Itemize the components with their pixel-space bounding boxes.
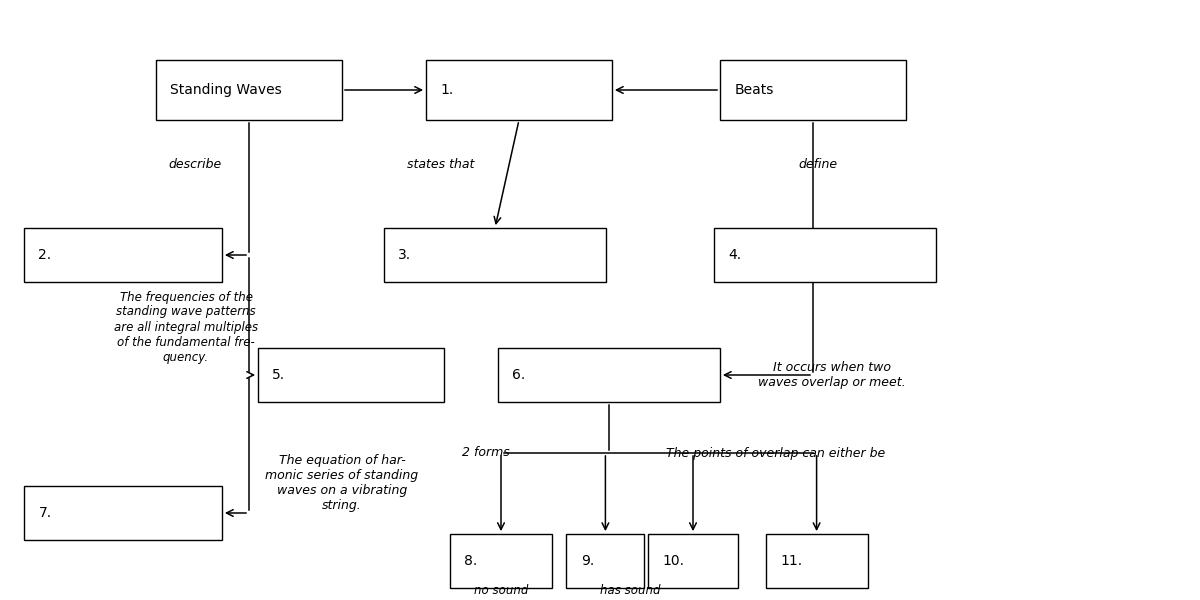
FancyBboxPatch shape [648,534,738,588]
Text: 9.: 9. [581,554,594,568]
FancyBboxPatch shape [498,348,720,402]
Text: The equation of har-
monic series of standing
waves on a vibrating
string.: The equation of har- monic series of sta… [265,454,419,512]
FancyBboxPatch shape [156,60,342,120]
Text: describe: describe [169,158,222,172]
Text: 2.: 2. [38,248,52,262]
Text: 3.: 3. [398,248,412,262]
Text: Standing Waves: Standing Waves [170,83,282,97]
Text: 10.: 10. [662,554,684,568]
Text: 1.: 1. [440,83,454,97]
Text: states that: states that [407,158,474,172]
FancyBboxPatch shape [766,534,868,588]
Text: 5.: 5. [272,368,286,382]
Text: no sound: no sound [474,584,529,597]
Text: 7.: 7. [38,506,52,520]
Text: 8.: 8. [464,554,478,568]
Text: The points of overlap can either be: The points of overlap can either be [666,446,886,460]
Text: It occurs when two
waves overlap or meet.: It occurs when two waves overlap or meet… [758,361,906,389]
FancyBboxPatch shape [24,486,222,540]
FancyBboxPatch shape [720,60,906,120]
FancyBboxPatch shape [258,348,444,402]
FancyBboxPatch shape [426,60,612,120]
Text: has sound: has sound [600,584,660,597]
FancyBboxPatch shape [384,228,606,282]
Text: 6.: 6. [512,368,526,382]
FancyBboxPatch shape [24,228,222,282]
Text: The frequencies of the
standing wave patterns
are all integral multiples
of the : The frequencies of the standing wave pat… [114,290,258,364]
Text: 11.: 11. [780,554,802,568]
FancyBboxPatch shape [714,228,936,282]
FancyBboxPatch shape [566,534,644,588]
Text: define: define [798,158,838,172]
Text: Beats: Beats [734,83,774,97]
FancyBboxPatch shape [450,534,552,588]
Text: 4.: 4. [728,248,742,262]
Text: 2 forms: 2 forms [462,446,510,460]
